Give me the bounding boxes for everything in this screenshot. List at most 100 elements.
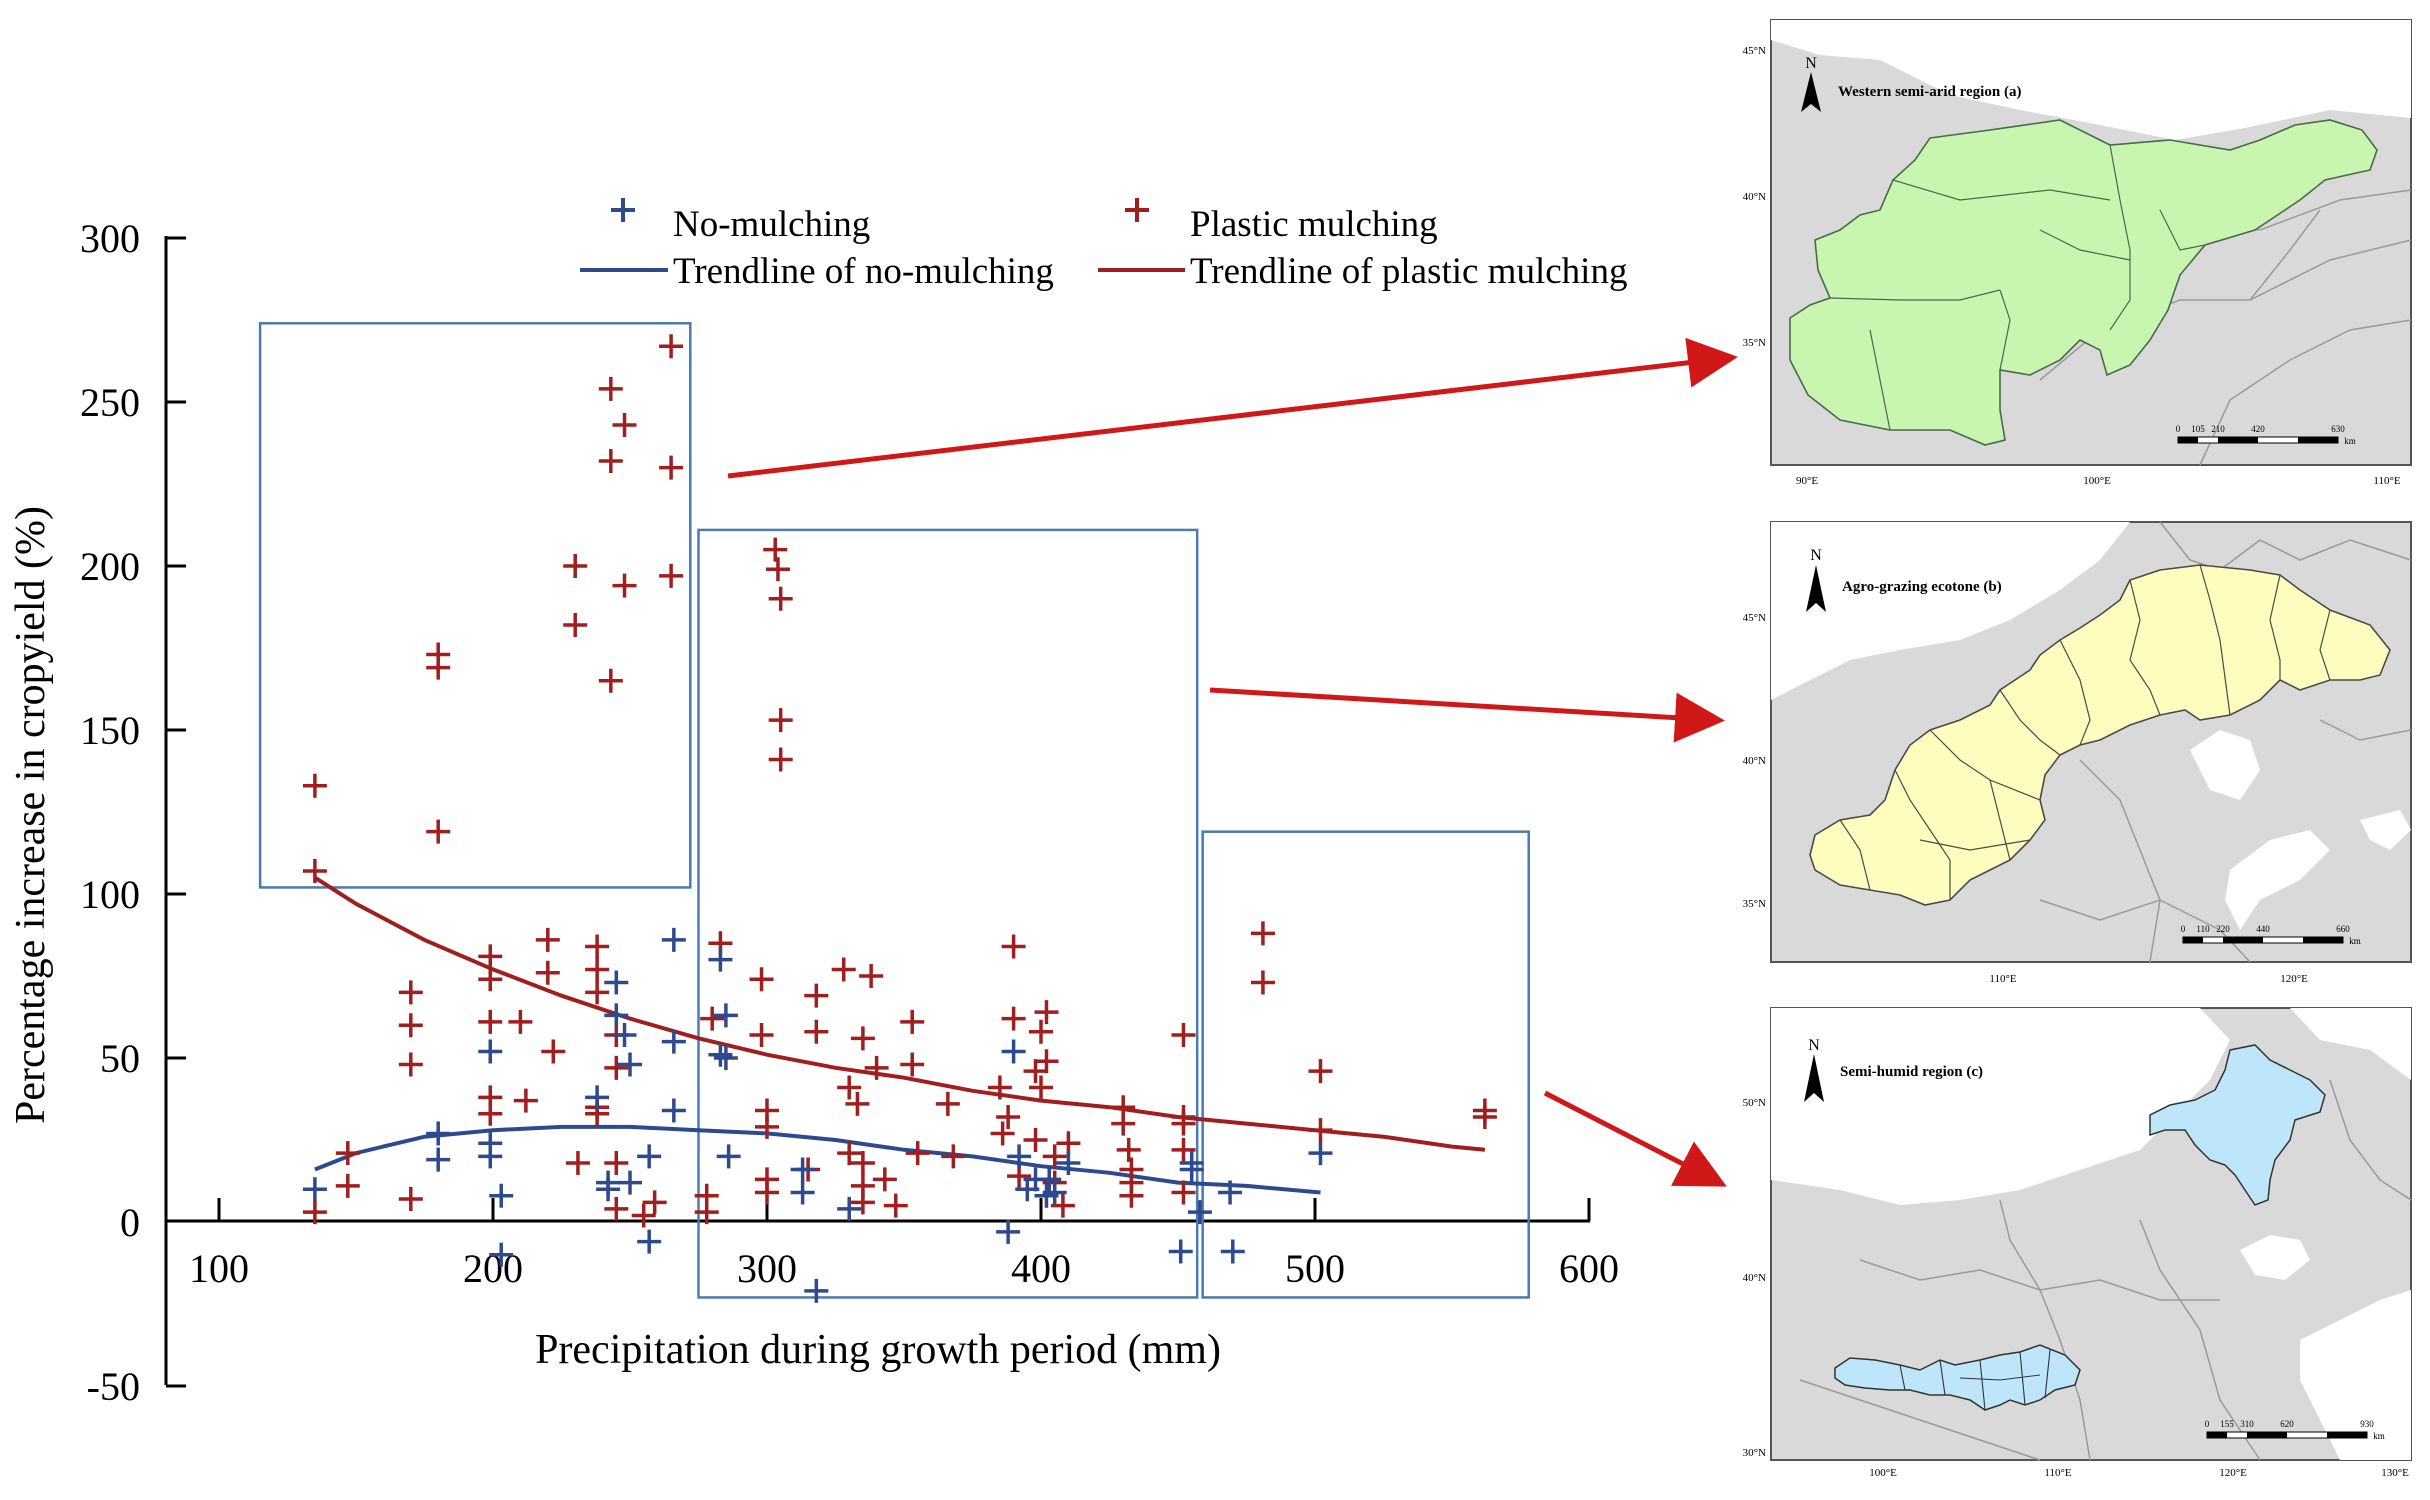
point-plastic-mulching xyxy=(398,1052,423,1077)
scatter-chart: 300 250 200 150 100 50 0 -50 100 200 300… xyxy=(8,198,1627,1409)
point-plastic-mulching xyxy=(1119,1183,1144,1208)
point-plastic-mulching xyxy=(700,1006,725,1031)
point-plastic-mulching xyxy=(850,1026,875,1051)
point-plastic-mulching xyxy=(765,557,790,582)
svg-text:310: 310 xyxy=(2240,1419,2254,1429)
svg-text:930: 930 xyxy=(2360,1419,2374,1429)
point-plastic-mulching xyxy=(478,967,503,992)
lon-label: 120°E xyxy=(2219,1467,2247,1479)
point-no-mulching xyxy=(618,1052,642,1077)
x-axis-title: Precipitation during growth period (mm) xyxy=(535,1327,1221,1373)
point-plastic-mulching xyxy=(335,1141,360,1166)
point-no-mulching xyxy=(1187,1200,1212,1225)
y-tick-label: 50 xyxy=(100,1036,140,1081)
lat-label: 45°N xyxy=(1743,45,1766,57)
svg-text:0: 0 xyxy=(2205,1419,2210,1429)
point-plastic-mulching xyxy=(398,1187,423,1212)
point-plastic-mulching xyxy=(768,586,793,611)
lon-label: 100°E xyxy=(2083,475,2111,487)
group-boxes xyxy=(258,322,1530,1299)
point-plastic-mulching xyxy=(426,655,451,680)
lon-label: 130°E xyxy=(2381,1467,2409,1479)
point-no-mulching xyxy=(996,1219,1021,1244)
map-title-c: Semi-humid region (c) xyxy=(1840,1064,1983,1080)
point-plastic-mulching xyxy=(1001,1006,1026,1031)
x-tick-label: 600 xyxy=(1559,1246,1619,1291)
svg-text:620: 620 xyxy=(2280,1419,2294,1429)
x-tick-label: 300 xyxy=(737,1246,797,1291)
legend-label-no-mulching: No-mulching xyxy=(673,204,870,245)
point-plastic-mulching xyxy=(541,1039,566,1064)
lon-label: 90°E xyxy=(1796,475,1818,487)
region-box-b xyxy=(697,528,1199,1299)
point-no-mulching xyxy=(804,1278,829,1303)
point-no-mulching xyxy=(708,947,733,972)
legend-label-plastic-mulching: Plastic mulching xyxy=(1190,204,1438,245)
point-plastic-mulching xyxy=(478,1101,503,1126)
map-panel-b: N Agro-grazing ecotone (b) 45°N 40°N 35°… xyxy=(1743,521,2412,985)
point-plastic-mulching xyxy=(1034,1000,1059,1025)
legend-label-trend-plastic-mulching: Trendline of plastic mulching xyxy=(1190,251,1627,292)
point-plastic-mulching xyxy=(935,1091,960,1116)
svg-text:0: 0 xyxy=(2181,924,2186,934)
point-no-mulching xyxy=(661,1029,686,1054)
svg-text:110: 110 xyxy=(2196,924,2210,934)
point-plastic-mulching xyxy=(990,1121,1015,1146)
map-panel-a: N Western semi-arid region (a) 45°N 40°N… xyxy=(1743,19,2412,487)
point-plastic-mulching xyxy=(694,1200,719,1225)
point-no-mulching xyxy=(426,1147,451,1172)
scale-bar-a: 0 105 210 420 630 km xyxy=(2176,424,2356,446)
point-no-mulching xyxy=(1179,1157,1204,1182)
x-tick-labels: 100 200 300 400 500 600 xyxy=(189,1246,1619,1291)
point-plastic-mulching xyxy=(1050,1193,1075,1218)
point-no-mulching xyxy=(489,1183,514,1208)
point-plastic-mulching xyxy=(850,1150,875,1175)
arrow-to-map-b xyxy=(1209,687,1725,743)
region-box-a xyxy=(258,322,692,889)
point-plastic-mulching xyxy=(1116,1137,1141,1162)
point-plastic-mulching xyxy=(426,819,451,844)
point-plastic-mulching xyxy=(900,1009,925,1034)
point-plastic-mulching xyxy=(612,573,637,598)
point-plastic-mulching xyxy=(987,1075,1012,1100)
region-c-shape-north xyxy=(2149,1044,2326,1206)
lat-label: 30°N xyxy=(1743,1447,1766,1459)
point-plastic-mulching xyxy=(398,1013,423,1038)
point-plastic-mulching xyxy=(900,1052,925,1077)
y-tick-label: 0 xyxy=(120,1200,140,1245)
point-plastic-mulching xyxy=(941,1144,966,1169)
point-plastic-mulching xyxy=(585,980,610,1005)
map-title-a: Western semi-arid region (a) xyxy=(1838,84,2021,100)
svg-text:420: 420 xyxy=(2251,424,2265,434)
x-tick-label: 500 xyxy=(1285,1246,1345,1291)
point-no-mulching xyxy=(612,1023,637,1048)
point-plastic-mulching xyxy=(513,1088,538,1113)
point-plastic-mulching xyxy=(565,1150,590,1175)
north-label-a: N xyxy=(1805,55,1817,72)
point-no-mulching xyxy=(302,1177,327,1202)
lat-label: 40°N xyxy=(1743,755,1766,767)
point-plastic-mulching xyxy=(1029,1019,1053,1044)
y-axis-title: Percentage increase in cropyield (%) xyxy=(8,506,54,1124)
data-points xyxy=(302,334,1497,1303)
point-plastic-mulching xyxy=(837,1075,862,1100)
point-plastic-mulching xyxy=(1034,1049,1059,1074)
point-plastic-mulching xyxy=(831,957,856,982)
point-plastic-mulching xyxy=(508,1009,533,1034)
point-plastic-mulching xyxy=(563,554,588,578)
point-plastic-mulching xyxy=(1250,921,1275,946)
north-label-c: N xyxy=(1808,1037,1820,1054)
point-no-mulching xyxy=(1218,1180,1243,1205)
point-plastic-mulching xyxy=(768,747,793,772)
north-arrow-icon xyxy=(1801,72,1821,112)
north-arrow-icon xyxy=(1806,565,1826,612)
y-ticks xyxy=(166,236,186,1388)
point-plastic-mulching xyxy=(905,1141,930,1166)
point-plastic-mulching xyxy=(1250,970,1275,995)
point-plastic-mulching xyxy=(642,1190,667,1215)
lat-label: 45°N xyxy=(1743,612,1766,624)
point-plastic-mulching xyxy=(1308,1118,1333,1143)
map-title-b: Agro-grazing ecotone (b) xyxy=(1842,579,2002,595)
x-tick-label: 200 xyxy=(463,1246,523,1291)
point-no-mulching xyxy=(790,1180,815,1205)
